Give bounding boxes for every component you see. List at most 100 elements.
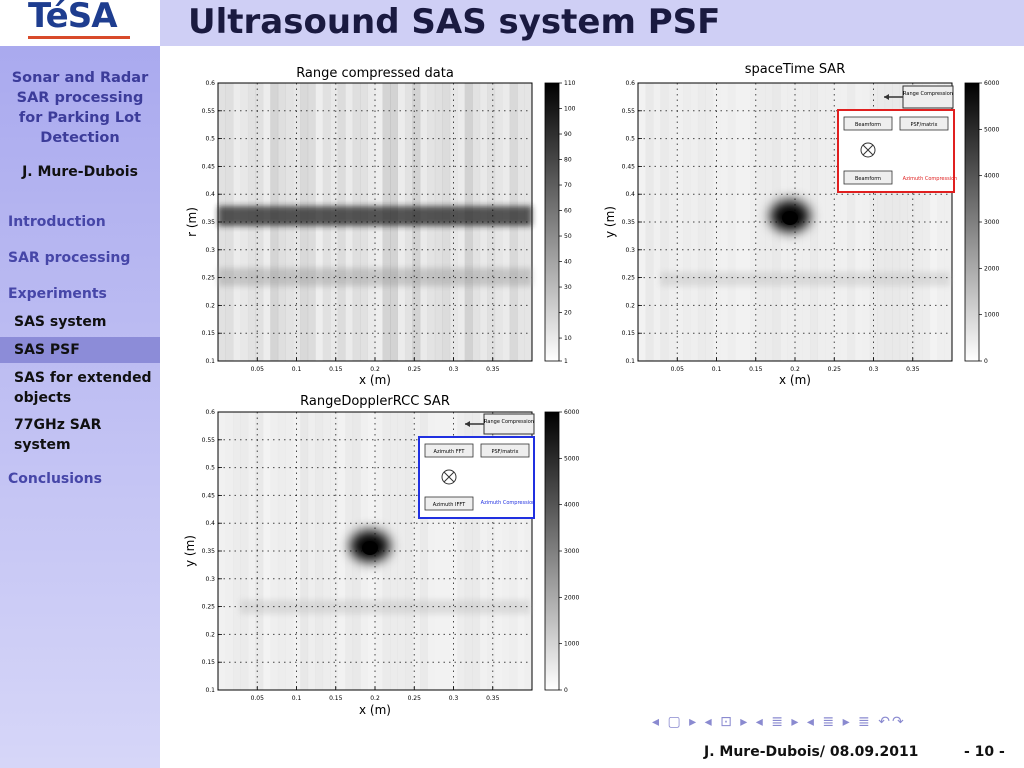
beamer-navigation-symbols[interactable]: ◂ ▢ ▸ ◂ ⊡ ▸ ◂ ≣ ▸ ◂ ≣ ▸ ≣ ↶↷ — [652, 714, 906, 730]
texture-stripe — [750, 83, 758, 361]
range-line-feature — [218, 206, 532, 226]
nav-sas-system[interactable]: SAS system — [14, 314, 107, 330]
talk-title[interactable]: Sonar and Radar SAR processing for Parki… — [11, 70, 149, 146]
texture-stripe — [225, 83, 234, 361]
y-tick-label: 0.45 — [202, 492, 216, 499]
texture-stripe — [255, 412, 264, 690]
y-tick-label: 0.25 — [202, 604, 216, 611]
x-tick-label: 0.25 — [408, 695, 422, 702]
texture-stripe — [420, 83, 428, 361]
y-tick-label: 0.6 — [205, 409, 215, 416]
multiply-icon — [441, 469, 457, 485]
texture-stripe — [345, 83, 353, 361]
heatmap-texture — [218, 83, 533, 361]
texture-stripe — [847, 83, 855, 361]
texture-stripe — [247, 83, 256, 361]
x-tick-label: 0.1 — [292, 366, 302, 373]
y-tick-label: 0.45 — [622, 163, 636, 170]
texture-stripe — [368, 83, 376, 361]
texture-stripe — [300, 83, 309, 361]
nav-introduction[interactable]: Introduction — [8, 214, 106, 230]
inset-caption: Azimuth Compression — [481, 500, 536, 506]
texture-stripe — [803, 83, 811, 361]
nav-conclusions[interactable]: Conclusions — [8, 471, 102, 487]
texture-stripe — [450, 83, 458, 361]
nav-sas-extended[interactable]: SAS for extended objects — [14, 370, 152, 406]
texture-stripe — [788, 83, 796, 361]
nav-experiments[interactable]: Experiments — [8, 286, 107, 302]
texture-stripe — [517, 412, 525, 690]
texture-stripe — [705, 83, 713, 361]
texture-stripe — [240, 412, 248, 690]
x-tick-label: 0.1 — [712, 366, 722, 373]
texture-stripe — [502, 412, 510, 690]
texture-stripe — [457, 412, 465, 690]
texture-stripe — [330, 83, 338, 361]
nav-77ghz-sar[interactable]: 77GHz SAR system — [14, 417, 102, 453]
texture-stripe — [930, 83, 938, 361]
texture-stripe — [285, 83, 294, 361]
colorbar-tick-label: 60 — [564, 208, 572, 215]
colorbar-tick-label: 10 — [564, 335, 572, 342]
texture-stripe — [405, 412, 413, 690]
texture-stripe — [675, 83, 683, 361]
texture-stripe — [698, 83, 706, 361]
texture-stripe — [509, 83, 518, 361]
texture-stripe — [412, 412, 420, 690]
texture-stripe — [646, 83, 654, 361]
y-tick-label: 0.2 — [205, 302, 215, 309]
texture-stripe — [825, 83, 833, 361]
texture-stripe — [525, 412, 533, 690]
texture-stripe — [307, 83, 316, 361]
x-tick-label: 0.35 — [906, 366, 920, 373]
texture-stripe — [472, 83, 481, 361]
colorbar-tick-label: 5000 — [984, 126, 999, 133]
azimuth-compression-box — [418, 436, 535, 519]
texture-stripe — [472, 412, 480, 690]
texture-stripe — [638, 83, 646, 361]
texture-stripe — [337, 83, 346, 361]
texture-stripe — [293, 83, 301, 361]
texture-stripe — [255, 83, 264, 361]
texture-stripe — [420, 412, 428, 690]
chart-title: spaceTime SAR — [745, 62, 846, 77]
plot-range-compressed: Range compressed data x (m) r (m) 110203… — [185, 66, 576, 387]
block-label: Beamform — [855, 176, 881, 182]
colorbar — [544, 82, 560, 362]
colorbar-tick-label: 110 — [564, 80, 576, 87]
colorbar — [964, 82, 980, 362]
x-tick-label: 0.15 — [329, 366, 343, 373]
heatmap-texture — [638, 83, 938, 361]
texture-stripe — [442, 83, 451, 361]
sidelobe-band — [240, 600, 530, 614]
nav-sas-psf-label: SAS PSF — [14, 342, 80, 358]
x-tick-label: 0.3 — [869, 366, 879, 373]
x-tick-label: 0.2 — [370, 366, 380, 373]
texture-stripe — [817, 83, 825, 361]
texture-stripe — [397, 83, 405, 361]
texture-stripe — [263, 83, 271, 361]
x-tick-label: 0.15 — [329, 695, 343, 702]
x-tick-label: 0.2 — [370, 695, 380, 702]
nav-sas-psf-active[interactable]: SAS PSF — [0, 337, 160, 363]
texture-stripe — [248, 412, 256, 690]
nav-sar-processing[interactable]: SAR processing — [8, 250, 131, 266]
colorbar-tick-label: 4000 — [564, 502, 579, 509]
block-label: PSF/matrix — [491, 449, 518, 455]
tesa-logo[interactable]: TéSA — [0, 0, 160, 46]
texture-stripe — [683, 83, 691, 361]
colorbar-tick-label: 3000 — [564, 548, 579, 555]
x-tick-label: 0.3 — [449, 366, 459, 373]
arrowhead-icon — [465, 421, 470, 427]
texture-stripe — [226, 412, 234, 690]
texture-stripe — [278, 412, 286, 690]
texture-stripe — [502, 83, 510, 361]
x-tick-label: 0.35 — [486, 695, 500, 702]
block-label: PSF/matrix — [910, 122, 937, 128]
texture-stripe — [728, 83, 736, 361]
x-tick-label: 0.15 — [749, 366, 763, 373]
processing-diagram-inset: Range Compression Azimuth FFT PSF/matrix… — [418, 413, 536, 519]
page-title: Ultrasound SAS system PSF — [188, 2, 721, 42]
texture-stripe — [870, 83, 878, 361]
colorbar-tick-label: 4000 — [984, 173, 999, 180]
